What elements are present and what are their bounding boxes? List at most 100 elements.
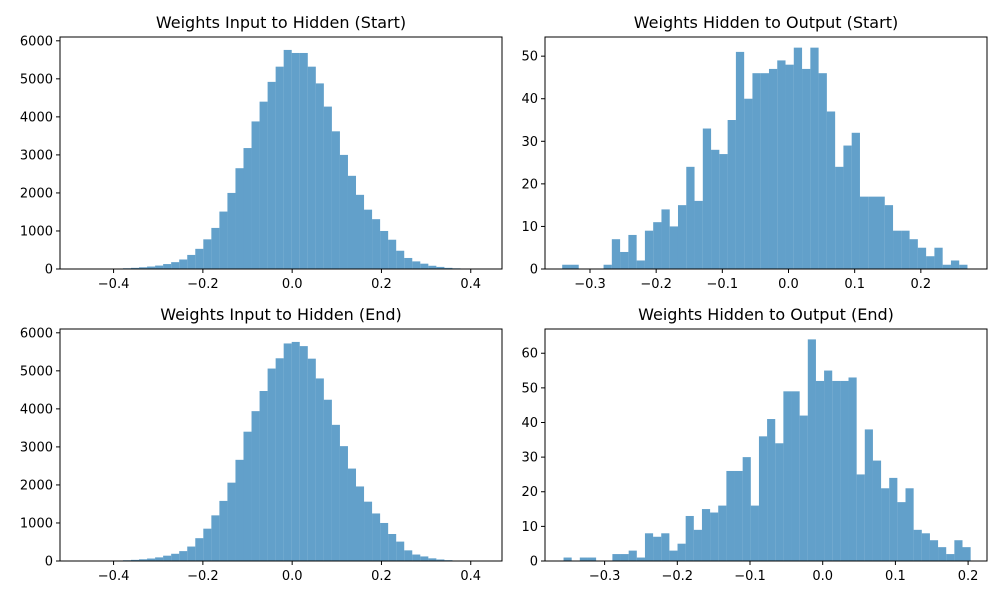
histogram-bar [872,460,882,561]
chart-title: Weights Input to Hidden (End) [160,305,402,324]
y-tick-label: 5000 [20,364,53,379]
y-tick-label: 2000 [20,478,53,493]
y-tick-label: 2000 [20,186,53,201]
histogram-bar [388,239,397,269]
histogram-bar [758,436,768,561]
histogram-bar [275,66,284,269]
histogram-bar [436,559,445,561]
histogram-bar [653,222,662,269]
histogram-bar [211,227,220,269]
histogram-panel-1: −0.4 −0.2 0.0 0.2 0.4 0 1000 2000 3000 4000 5000 60… [20,13,503,292]
histogram-bar [628,234,637,269]
histogram-bar [785,64,794,269]
x-tick-label: −0.3 [574,277,606,292]
histogram-bar [848,377,857,561]
histogram-bar [929,540,939,561]
x-tick-label: 0.0 [812,569,833,584]
histogram-bar [323,106,332,269]
x-tick-label: 0.0 [282,569,303,584]
histogram-bar [147,558,156,561]
histogram-bar [913,529,922,561]
histogram-bar [563,557,572,561]
histogram-bar [620,554,629,561]
histogram-bar [299,346,308,561]
histogram-bar [791,391,800,561]
histogram-bar [938,547,947,561]
histogram-bar [752,73,761,269]
histogram-bar [211,515,220,561]
y-tick-label: 4000 [20,402,53,417]
histogram-bar [719,154,728,269]
histogram-bar [404,257,413,269]
histogram-bar [826,111,836,269]
histogram-bar [726,470,735,561]
histogram-bar [881,488,890,561]
x-tick-label: −0.1 [707,277,739,292]
histogram-bar [420,263,429,269]
histogram-bar [139,559,148,561]
histogram-bar [243,431,252,561]
histogram-bar [347,175,357,269]
histogram-bar [235,459,244,561]
histogram-bar [909,239,918,269]
histogram-bar [653,536,662,561]
histogram-bar [155,265,164,269]
histogram-bar [897,502,906,561]
axes-frame [59,36,503,270]
histogram-bar [793,47,803,270]
histogram-bar [356,486,365,561]
histogram-bar [267,368,276,561]
y-tick-label: 0 [45,555,53,570]
histogram-bar [767,419,776,561]
histogram-bar [628,550,637,561]
histogram-bar [579,557,588,561]
y-tick-label: 40 [521,416,538,431]
histogram-bar [669,226,678,269]
histogram-bar [339,154,348,269]
histogram-bar [219,211,228,269]
y-tick-label: 60 [521,347,538,362]
y-tick-label: 1000 [20,224,53,239]
histogram-bar [843,145,852,269]
histogram-bar [130,559,140,561]
chart-title: Weights Hidden to Output (End) [638,305,894,324]
histogram-bar [734,470,743,561]
y-tick-label: 10 [521,520,538,535]
x-tick-label: −0.3 [589,569,621,584]
histogram-bar [331,131,340,269]
histogram-bar [856,474,865,561]
x-tick-label: 0.0 [282,277,303,292]
histogram-bar [701,509,711,561]
histogram-bar [893,230,902,269]
histogram-bar [380,522,389,561]
histogram-bar [954,540,963,561]
x-tick-label: −0.4 [98,277,130,292]
histogram-bar [251,411,260,561]
histogram-panel-2: −0.3 −0.2 −0.1 0.0 0.1 0.2 0 10 20 30 40 50 Weights … [521,13,988,292]
histogram-bar [251,121,260,269]
histogram-panel-4: −0.3 −0.2 −0.1 0.0 0.1 0.2 0 10 20 30 40 50 60 Weight… [521,305,988,584]
axes-frame [544,36,988,270]
histogram-bar [396,250,405,269]
histogram-bar [356,194,365,269]
y-tick-label: 20 [521,177,538,192]
histogram-bar [884,205,894,269]
y-tick-label: 0 [530,555,538,570]
histogram-bar [243,148,252,269]
histogram-bar [299,52,308,269]
histogram-bar [315,378,324,561]
histogram-bar [404,550,413,561]
histogram-bar [694,200,703,269]
histogram-bar [388,533,397,561]
histogram-bar [444,267,453,269]
histogram-bar [227,192,236,269]
axes-frame [544,328,988,562]
histogram-bar [744,98,753,270]
histogram-bar [364,209,373,269]
histogram-bar [611,239,621,269]
histogram-bar [876,196,885,269]
histogram-bar [612,554,621,561]
histogram-bar [777,60,786,270]
y-tick-label: 10 [521,220,538,235]
histogram-bar [372,219,381,269]
